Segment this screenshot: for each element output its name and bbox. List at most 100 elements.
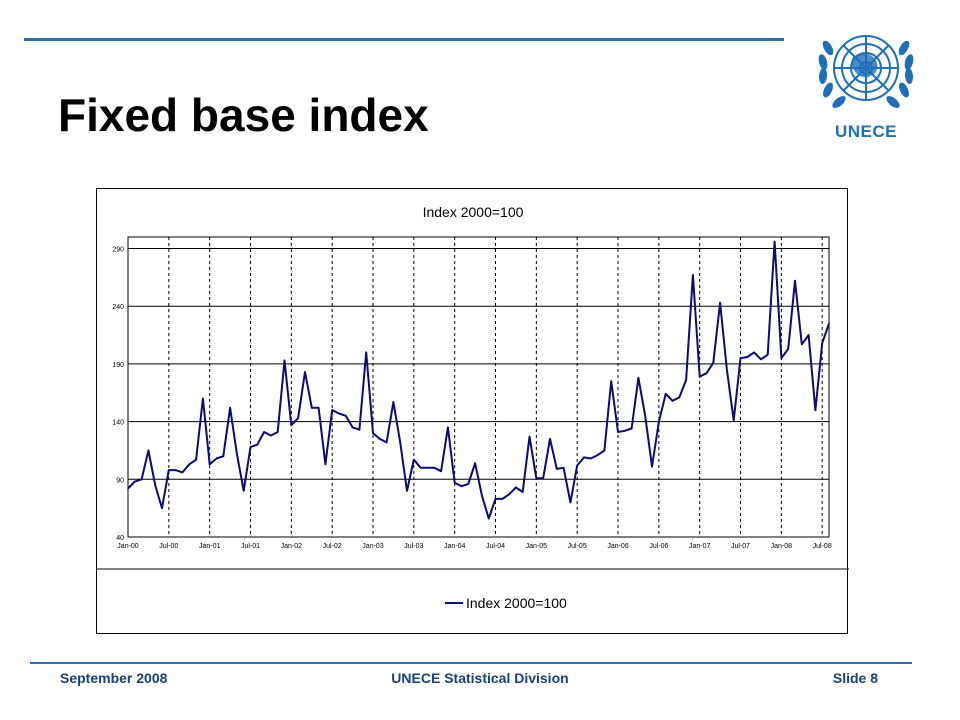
data-point [379,438,381,440]
data-point [732,419,735,422]
data-point [685,379,687,381]
footer-organization: UNECE Statistical Division [391,670,569,686]
data-point [392,401,395,403]
data-point [283,359,286,362]
data-point [726,368,728,371]
x-tick-label: Jan-00 [117,543,139,550]
data-point [317,406,320,409]
data-point [474,462,476,464]
data-point [222,455,225,458]
data-point [644,415,647,417]
data-point [780,357,783,359]
data-point [297,417,299,419]
data-point [671,400,674,402]
data-point [515,486,517,489]
x-tick-label: Jan-06 [607,543,629,550]
top-rule [24,38,784,41]
data-point [610,380,613,383]
data-point [263,431,265,433]
data-point [794,280,796,282]
y-tick-label: 290 [112,247,124,254]
data-point [236,453,238,455]
data-point [651,465,653,468]
data-point [426,466,429,469]
data-point [678,396,681,399]
data-point [658,420,660,423]
data-point [208,463,211,466]
data-point [542,477,544,479]
data-point [664,393,667,395]
x-tick-label: Jan-08 [771,543,793,550]
data-point [698,375,701,378]
x-tick-label: Jan-02 [281,543,303,550]
data-point [399,441,402,444]
data-point [800,343,803,346]
data-point [168,469,170,471]
data-point [188,463,191,466]
data-point [467,483,470,485]
x-tick-label: Jul-07 [731,543,750,550]
data-point [773,240,776,243]
x-tick-label: Jan-03 [362,543,384,550]
data-point [351,426,354,429]
data-point [181,471,184,474]
data-point [624,430,626,432]
data-point [630,427,633,430]
data-point [440,470,442,473]
data-point [202,397,204,400]
x-tick-label: Jul-01 [241,543,260,550]
data-point [249,446,252,448]
data-point [134,480,136,483]
logo-text: UNECE [834,122,897,141]
y-tick-label: 90 [116,477,124,484]
data-point [453,481,456,484]
data-point [583,456,585,459]
data-point [705,372,708,374]
data-point [603,449,606,452]
data-point [521,491,524,493]
data-point [555,468,558,470]
bottom-rule [30,662,912,664]
data-point [276,431,279,433]
data-point [338,412,340,415]
data-point [229,406,231,409]
data-point [562,466,565,469]
data-point [147,449,150,452]
data-point [494,498,497,500]
data-point [358,428,361,431]
x-tick-label: Jul-03 [404,543,423,550]
legend-label: Index 2000=100 [466,595,567,611]
y-tick-label: 40 [116,535,124,542]
data-point [433,466,436,469]
unece-logo: UNECE [806,18,926,148]
data-point [596,454,599,456]
data-point [324,463,327,466]
y-tick-label: 240 [112,304,124,311]
data-point [787,348,789,350]
data-point [569,501,572,504]
data-point [413,458,415,461]
data-point [719,301,721,304]
footer-date: September 2008 [60,670,168,686]
data-point [549,438,551,440]
data-point [528,435,531,438]
data-point [270,434,272,437]
data-point [304,371,306,373]
x-tick-label: Jul-02 [323,543,342,550]
data-point [154,484,157,486]
data-point [161,507,163,509]
x-tick-label: Jul-06 [649,543,668,550]
plot-area [127,236,830,538]
data-point [712,361,715,364]
data-point [419,466,422,469]
data-point [501,498,504,500]
data-point [487,517,490,520]
data-point [766,353,769,356]
data-point [256,443,259,446]
data-point [372,432,374,434]
data-point [807,334,810,336]
x-tick-label: Jan-01 [199,543,221,550]
data-point [481,494,483,497]
data-point [290,424,293,426]
x-tick-label: Jan-07 [689,543,711,550]
